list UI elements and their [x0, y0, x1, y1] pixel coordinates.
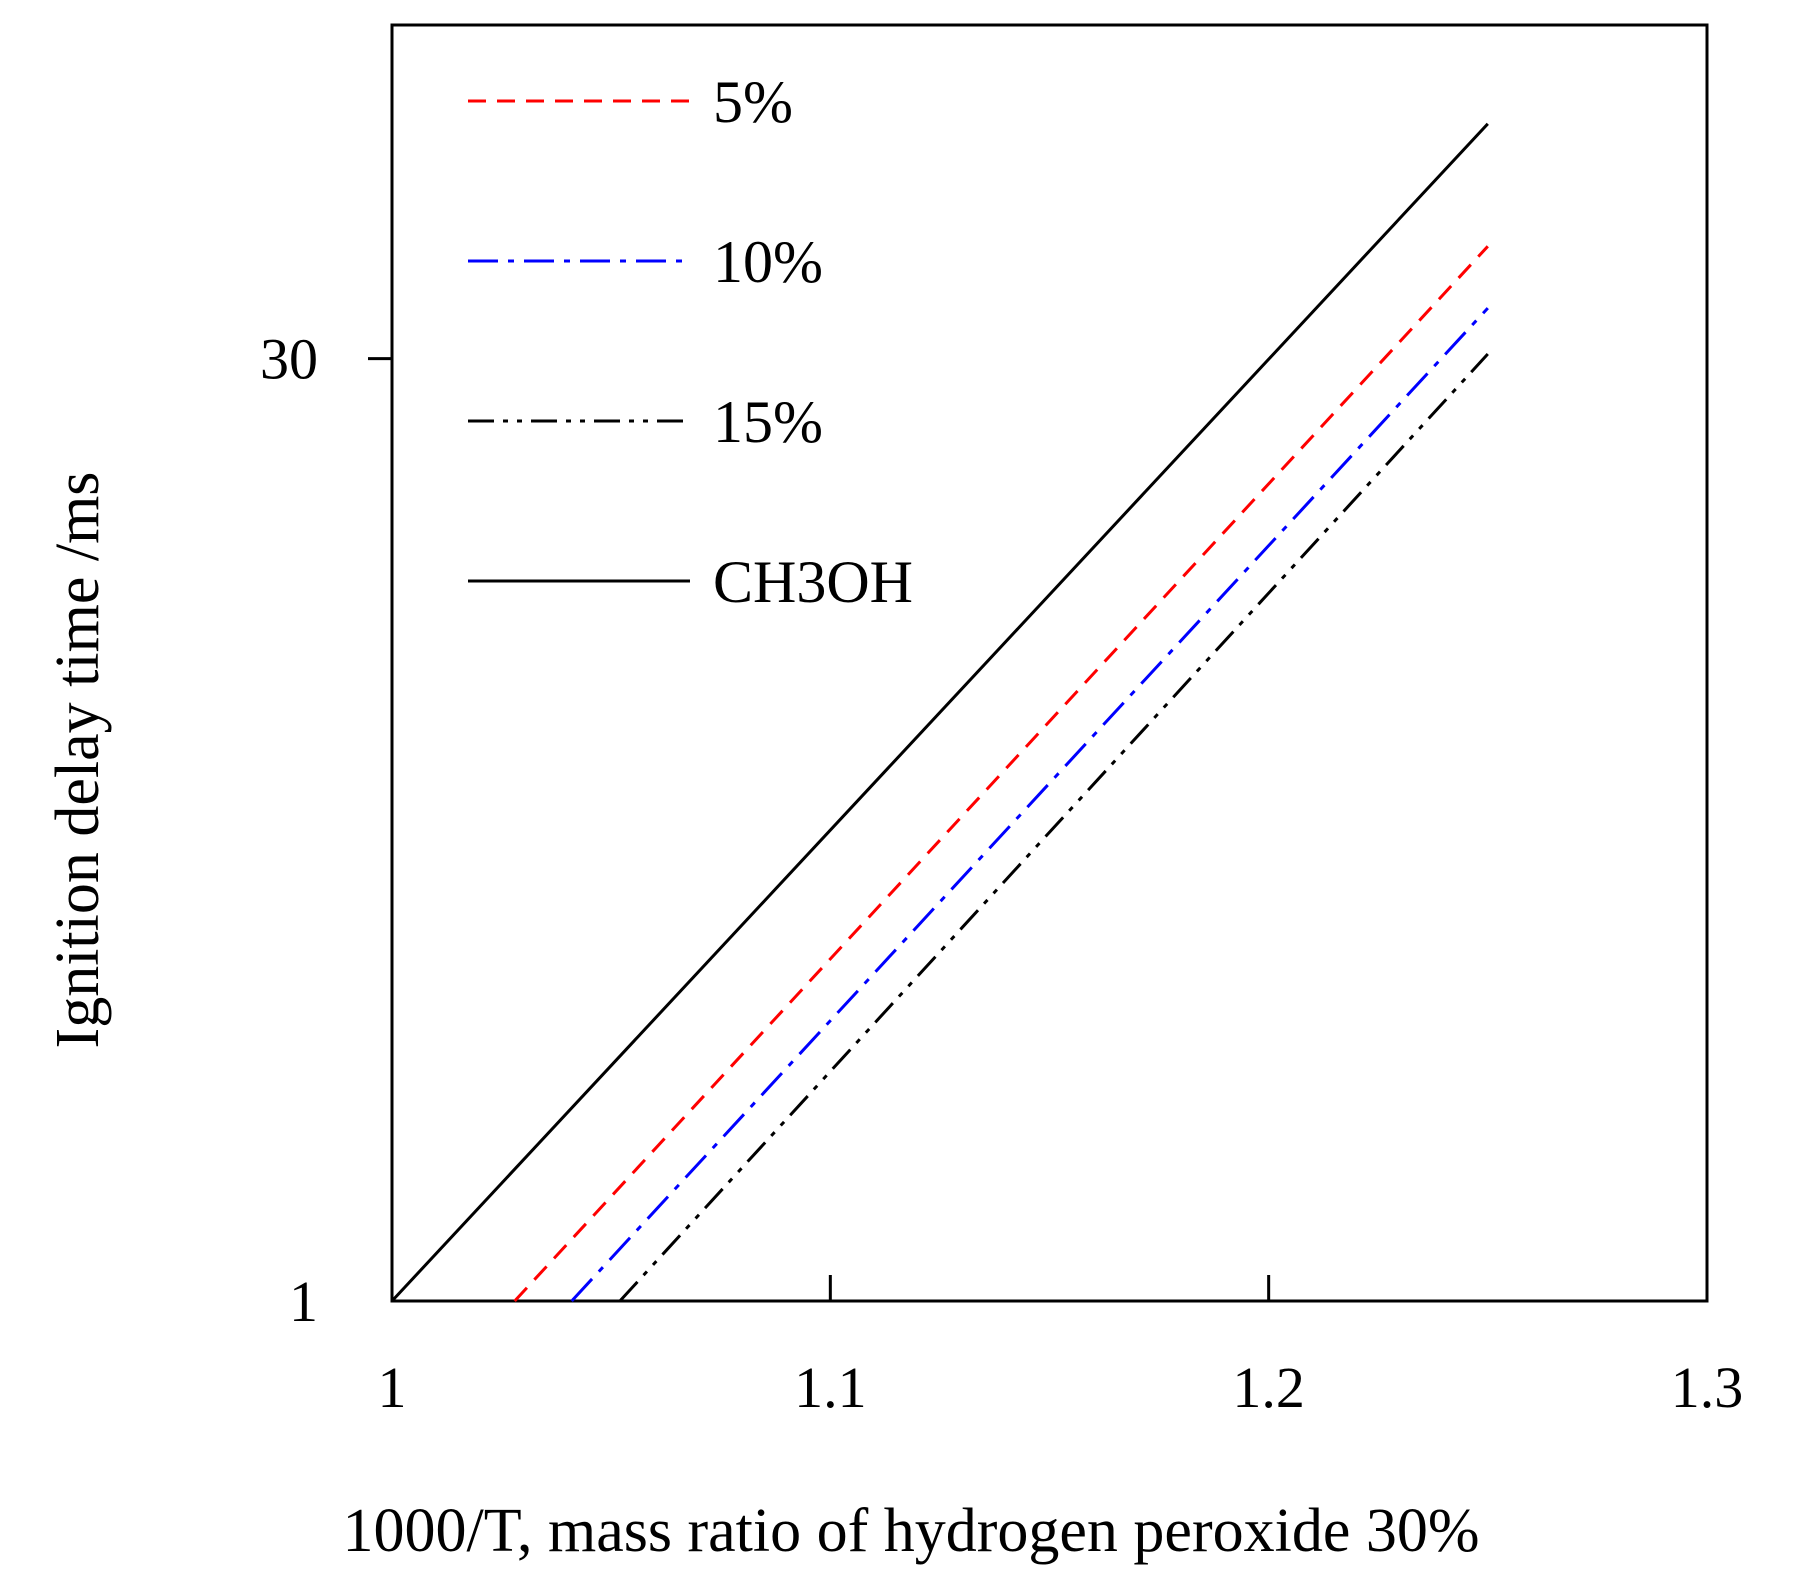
y-tick-label: 1 — [289, 1269, 318, 1334]
legend-label-5: 5% — [713, 69, 793, 135]
x-tick-label: 1 — [378, 1355, 407, 1420]
legend: 5% 10% 15% CH3OH — [468, 69, 913, 615]
plot-frame — [390, 23, 1709, 1303]
series-layer — [390, 122, 1489, 1303]
legend-label-ch3oh: CH3OH — [713, 549, 913, 615]
y-axis-ticks: 1 30 — [260, 327, 392, 1334]
x-tick-label: 1.3 — [1671, 1355, 1744, 1420]
series-line-5 — [513, 245, 1489, 1303]
x-axis-label: 1000/T, mass ratio of hydrogen peroxide … — [343, 1497, 1480, 1565]
x-tick-label: 1.2 — [1232, 1355, 1305, 1420]
series-line-15 — [618, 352, 1489, 1303]
x-axis-ticks: 1 1.1 1.2 1.3 — [378, 1275, 1744, 1420]
y-axis-label: Ignition delay time /ms — [44, 472, 112, 1049]
legend-label-15: 15% — [713, 389, 823, 455]
series-line-10 — [570, 307, 1489, 1303]
series-line-ch3oh — [390, 122, 1489, 1303]
x-tick-label: 1.1 — [794, 1355, 867, 1420]
y-tick-label: 30 — [260, 327, 318, 392]
legend-label-10: 10% — [713, 229, 823, 295]
